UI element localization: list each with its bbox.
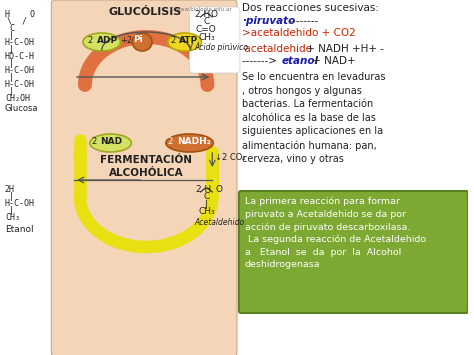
Text: Dos reacciones sucesivas:: Dos reacciones sucesivas:	[242, 3, 379, 13]
Text: |: |	[9, 87, 14, 96]
Text: FERMENTACIÓN
ALCOHÓLICA: FERMENTACIÓN ALCOHÓLICA	[100, 155, 192, 178]
Text: >acetaldehido + CO2: >acetaldehido + CO2	[242, 28, 356, 38]
Text: C: C	[203, 17, 210, 26]
Text: O: O	[215, 185, 222, 194]
Text: |: |	[9, 73, 14, 82]
Text: \  /: \ /	[7, 17, 27, 26]
Text: C=O: C=O	[196, 25, 217, 34]
Text: Glucosa: Glucosa	[5, 104, 38, 113]
Text: H-C-OH: H-C-OH	[5, 66, 35, 75]
Text: + NAD+: + NAD+	[309, 56, 356, 66]
Text: Pi: Pi	[133, 35, 143, 44]
Text: |: |	[9, 45, 14, 54]
Text: H-C-OH: H-C-OH	[5, 199, 35, 208]
Text: CH₃: CH₃	[198, 207, 215, 216]
Text: |: |	[9, 31, 14, 40]
Text: GLUCÓLISIS: GLUCÓLISIS	[109, 7, 182, 17]
FancyBboxPatch shape	[190, 7, 240, 73]
Text: C www.biologia.edu.ar: C www.biologia.edu.ar	[171, 7, 232, 12]
Text: 2H: 2H	[5, 185, 15, 194]
Text: C: C	[9, 24, 14, 33]
FancyBboxPatch shape	[51, 0, 237, 355]
Text: ADP: ADP	[97, 36, 118, 45]
Text: Ácido pirúvico: Ácido pirúvico	[194, 42, 248, 53]
Text: ↓2 CO₂: ↓2 CO₂	[215, 153, 246, 162]
Text: |: |	[205, 200, 208, 209]
Text: ATP: ATP	[179, 36, 198, 45]
Text: 2: 2	[171, 36, 176, 45]
Text: --------: --------	[285, 16, 319, 26]
Text: |: |	[9, 206, 14, 215]
Text: +2: +2	[120, 36, 133, 45]
Text: 2 H: 2 H	[194, 10, 210, 19]
Text: La primera reacción para formar
piruvato a Acetaldehido se da por
acción de piru: La primera reacción para formar piruvato…	[245, 197, 426, 269]
Text: Se lo encuentra en levaduras
, otros hongos y algunas
bacterias. La fermentación: Se lo encuentra en levaduras , otros hon…	[242, 72, 385, 164]
Text: |: |	[9, 59, 14, 68]
Text: + NADH +H+ -: + NADH +H+ -	[303, 44, 384, 54]
Text: HO-C-H: HO-C-H	[5, 52, 35, 61]
Text: etanol: etanol	[282, 56, 319, 66]
Text: |: |	[9, 192, 14, 201]
Text: 2: 2	[87, 36, 92, 45]
Text: CH₃: CH₃	[198, 33, 215, 42]
Text: ------->: ------->	[242, 56, 280, 66]
Text: Etanol: Etanol	[5, 225, 34, 234]
Text: CH₂OH: CH₂OH	[5, 94, 30, 103]
Text: C: C	[203, 192, 210, 201]
Text: ·piruvato: ·piruvato	[242, 16, 295, 26]
Ellipse shape	[83, 33, 120, 51]
Ellipse shape	[168, 33, 201, 51]
FancyBboxPatch shape	[239, 191, 468, 313]
Ellipse shape	[166, 134, 213, 152]
Text: 2 H: 2 H	[195, 185, 211, 194]
Text: H    O: H O	[5, 10, 35, 19]
Text: Acetaldehido: Acetaldehido	[194, 218, 245, 227]
Text: H-C-OH: H-C-OH	[5, 80, 35, 89]
Text: 2: 2	[92, 137, 97, 146]
Text: CH₃: CH₃	[5, 213, 20, 222]
Text: ·acetaldehido: ·acetaldehido	[242, 44, 313, 54]
Text: H-C-OH: H-C-OH	[5, 38, 35, 47]
Text: 2: 2	[168, 137, 173, 146]
Text: NADH₂: NADH₂	[177, 137, 210, 146]
Ellipse shape	[132, 33, 152, 51]
Text: NAD: NAD	[100, 137, 122, 146]
Text: O: O	[210, 10, 217, 19]
Ellipse shape	[90, 134, 131, 152]
